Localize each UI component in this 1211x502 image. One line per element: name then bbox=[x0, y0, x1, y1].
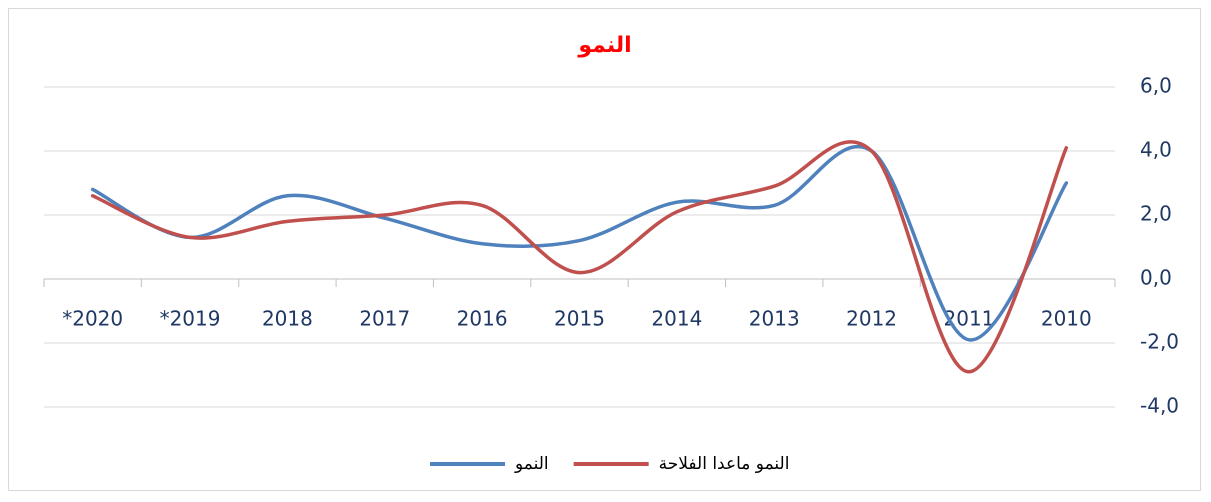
y-tick-label: 6,0 bbox=[1140, 74, 1172, 98]
x-tick-label: 2017 bbox=[359, 307, 410, 331]
y-tick-label: -2,0 bbox=[1140, 330, 1179, 354]
x-tick-label: 2013 bbox=[749, 307, 800, 331]
x-tick-label: 2012 bbox=[846, 307, 897, 331]
series-line bbox=[90, 144, 1069, 342]
y-tick-label: 2,0 bbox=[1140, 202, 1172, 226]
chart-title: النمو bbox=[577, 33, 631, 58]
series-line bbox=[90, 140, 1069, 374]
y-tick-label: 4,0 bbox=[1140, 138, 1172, 162]
x-tick-label: 2018 bbox=[262, 307, 313, 331]
x-tick-label: *2019 bbox=[160, 307, 221, 331]
legend-label: النمو bbox=[514, 454, 549, 474]
x-tick-label: 2016 bbox=[457, 307, 508, 331]
chart-border bbox=[8, 8, 1201, 491]
x-tick-label: 2014 bbox=[651, 307, 702, 331]
y-tick-label: -4,0 bbox=[1140, 394, 1179, 418]
legend-label: النمو ماعدا الفلاحة bbox=[659, 454, 790, 474]
x-tick-label: 2015 bbox=[554, 307, 605, 331]
x-tick-label: *2020 bbox=[62, 307, 123, 331]
x-tick-label: 2010 bbox=[1041, 307, 1092, 331]
y-tick-label: 0,0 bbox=[1140, 266, 1172, 290]
x-tick-label: 2011 bbox=[944, 307, 995, 331]
